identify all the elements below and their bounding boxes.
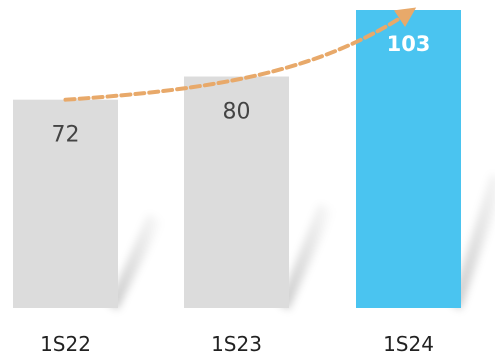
bar-shadow-1s24	[451, 173, 495, 310]
value-label-1s23: 80	[223, 100, 251, 125]
trend-arrow	[63, 7, 417, 102]
bar-shadow-1s23	[279, 203, 334, 310]
bar-1s23	[184, 76, 289, 308]
bar-shadows	[108, 173, 495, 310]
bar-1s22	[13, 99, 118, 308]
category-labels-group: 1S22 1S23 1S24	[40, 332, 434, 356]
trend-arrow-group	[63, 7, 417, 102]
bar-shadow-1s22	[108, 214, 163, 310]
bars-group	[13, 10, 461, 308]
value-label-1s24: 103	[387, 32, 431, 56]
value-label-1s22: 72	[52, 123, 80, 148]
category-label-1s23: 1S23	[211, 332, 262, 356]
category-label-1s24: 1S24	[383, 332, 434, 356]
value-labels-group: 72 80 103	[52, 32, 431, 148]
bar-1s24	[356, 10, 461, 308]
category-label-1s22: 1S22	[40, 332, 91, 356]
